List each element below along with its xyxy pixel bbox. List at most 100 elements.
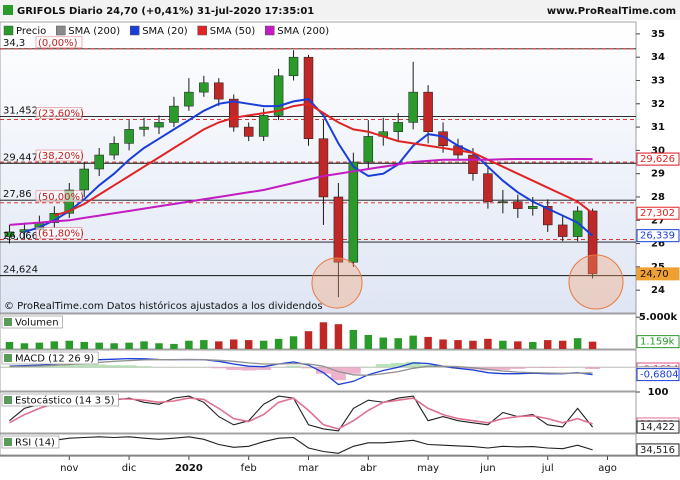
legend-label: SMA (200): [68, 26, 120, 37]
histogram-bar: [375, 364, 391, 368]
candle-body: [109, 143, 119, 156]
fib-label-box: [35, 149, 83, 162]
label-layer: 24252627282930313233343534,331,45229,447…: [0, 25, 680, 474]
fib-label-box: [35, 227, 83, 239]
volume-bar: [230, 339, 238, 349]
candle-body: [4, 231, 15, 237]
candle-body: [513, 201, 523, 209]
level-label: 24,624: [3, 265, 38, 276]
line: [54, 102, 594, 217]
volume-bar: [484, 338, 492, 349]
histogram-bar: [315, 367, 331, 374]
volume-bar: [543, 340, 552, 349]
volume-bar: [514, 341, 522, 349]
y-tick-label: 27: [651, 215, 665, 226]
candle-body: [483, 173, 493, 202]
panel-title: Volumen: [15, 318, 59, 329]
histogram-bar: [540, 367, 556, 369]
candle-body: [408, 91, 418, 123]
volume-bar: [110, 343, 118, 349]
x-tick-label: may: [417, 463, 439, 474]
price-label-box: [636, 335, 680, 349]
histogram-bar: [525, 367, 541, 368]
volume-bar: [424, 336, 432, 349]
volume-bar: [529, 342, 537, 349]
price-label-box: [636, 420, 680, 434]
price-label: 14,422: [640, 422, 675, 433]
candle-body: [557, 224, 568, 237]
panel-background: [0, 313, 637, 350]
y-tick-label: 32: [651, 99, 665, 110]
candle-body: [199, 82, 209, 93]
volume-bar: [379, 337, 387, 349]
histogram-bar: [2, 366, 17, 368]
volume-bar: [394, 338, 402, 349]
candle-body: [79, 168, 89, 191]
fib-label-box: [35, 190, 83, 203]
histogram-bar: [31, 366, 47, 368]
volume-bar: [259, 340, 268, 349]
legend-swatch: [129, 25, 140, 36]
candle-body: [303, 56, 314, 139]
legend-swatch: [265, 25, 275, 36]
volume-bar: [439, 339, 447, 349]
histogram-bar: [360, 366, 376, 368]
header-icon: [3, 5, 13, 15]
fib-label: (38,20%): [38, 151, 84, 162]
candle-body: [124, 129, 134, 144]
price-label-box: [636, 443, 680, 457]
line: [24, 98, 594, 237]
chart-title: GRIFOLS Diario 24,70 (+0,41%) 31-jul-202…: [17, 6, 314, 17]
price-label: 34,516: [640, 445, 675, 456]
y-tick-label: 26: [651, 239, 665, 250]
legend-label: Precio: [16, 26, 46, 37]
volume-bar: [5, 342, 14, 349]
volume-bar: [349, 329, 358, 349]
histogram-bar: [585, 367, 601, 370]
price-label-box: [636, 152, 680, 166]
header-bar: [0, 0, 680, 20]
volume-bar: [35, 342, 44, 349]
histogram-bar: [46, 365, 62, 368]
y-tick-label: 33: [651, 75, 665, 86]
y-tick-label: 5.000k: [639, 312, 678, 323]
histogram-bar: [241, 367, 257, 371]
price-label: 29,626: [640, 154, 675, 165]
candle-body: [333, 196, 344, 263]
volume-bar: [170, 343, 178, 349]
y-tick-label: 28: [651, 192, 665, 203]
panel-icon: [4, 318, 12, 326]
volume-bar: [558, 340, 567, 349]
x-tick-label: mar: [299, 463, 320, 474]
volume-bar: [334, 324, 343, 349]
level-label: 31,452: [3, 106, 38, 117]
histogram-bar: [405, 361, 421, 368]
price-label-box: [636, 267, 680, 281]
legend-swatch: [197, 25, 207, 36]
candle-body: [169, 105, 179, 123]
histogram-bar: [61, 365, 77, 368]
candle-body: [139, 126, 149, 130]
highlight-circle: [311, 257, 363, 309]
volume-bar: [469, 340, 477, 349]
volume-bar: [140, 341, 148, 349]
candle-body: [423, 91, 433, 132]
volume-bar: [274, 338, 283, 349]
level-label: 26,066: [3, 231, 38, 242]
candle-body: [288, 56, 299, 77]
volume-bar: [80, 342, 88, 349]
candle-body: [318, 138, 329, 198]
histogram-bar: [136, 366, 152, 368]
volume-bar: [65, 340, 74, 349]
volume-bar: [125, 342, 133, 349]
candle-body: [498, 201, 508, 203]
level-label: 29,447: [3, 152, 38, 163]
panel-title-box: [1, 393, 119, 407]
candle-body: [393, 122, 403, 132]
volume-bar: [364, 335, 373, 349]
volume-bar: [499, 340, 507, 349]
chart-note: © ProRealTime.com Datos históricos ajust…: [4, 300, 323, 312]
candle-body: [154, 122, 164, 128]
candle-body: [184, 91, 194, 107]
volume-bar: [244, 340, 253, 349]
